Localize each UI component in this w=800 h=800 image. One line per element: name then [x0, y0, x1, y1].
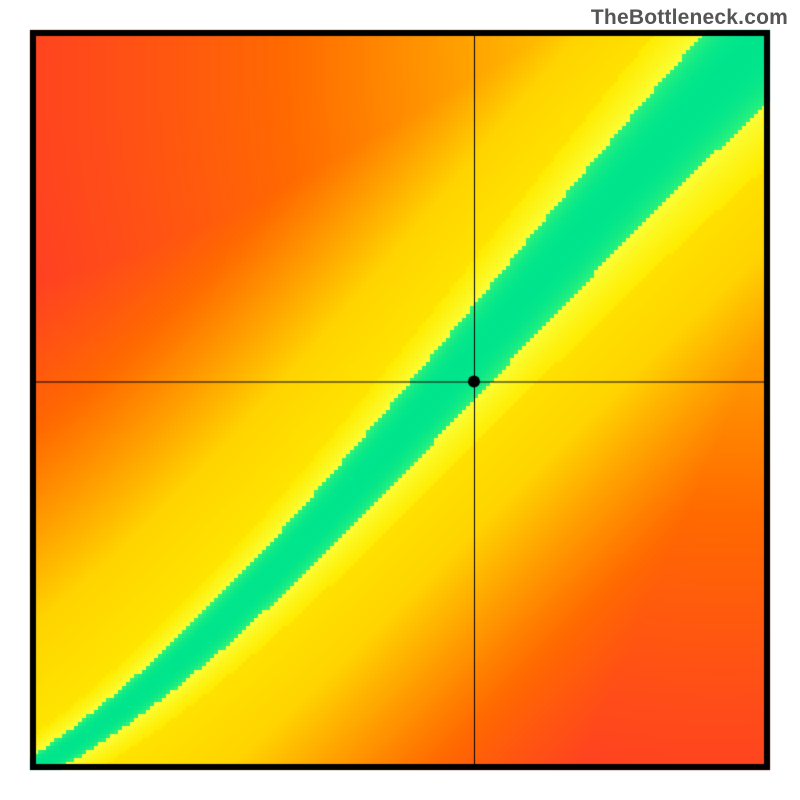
watermark-text: TheBottleneck.com — [591, 6, 788, 30]
overlay-canvas — [0, 0, 800, 800]
chart-container: TheBottleneck.com — [0, 0, 800, 800]
